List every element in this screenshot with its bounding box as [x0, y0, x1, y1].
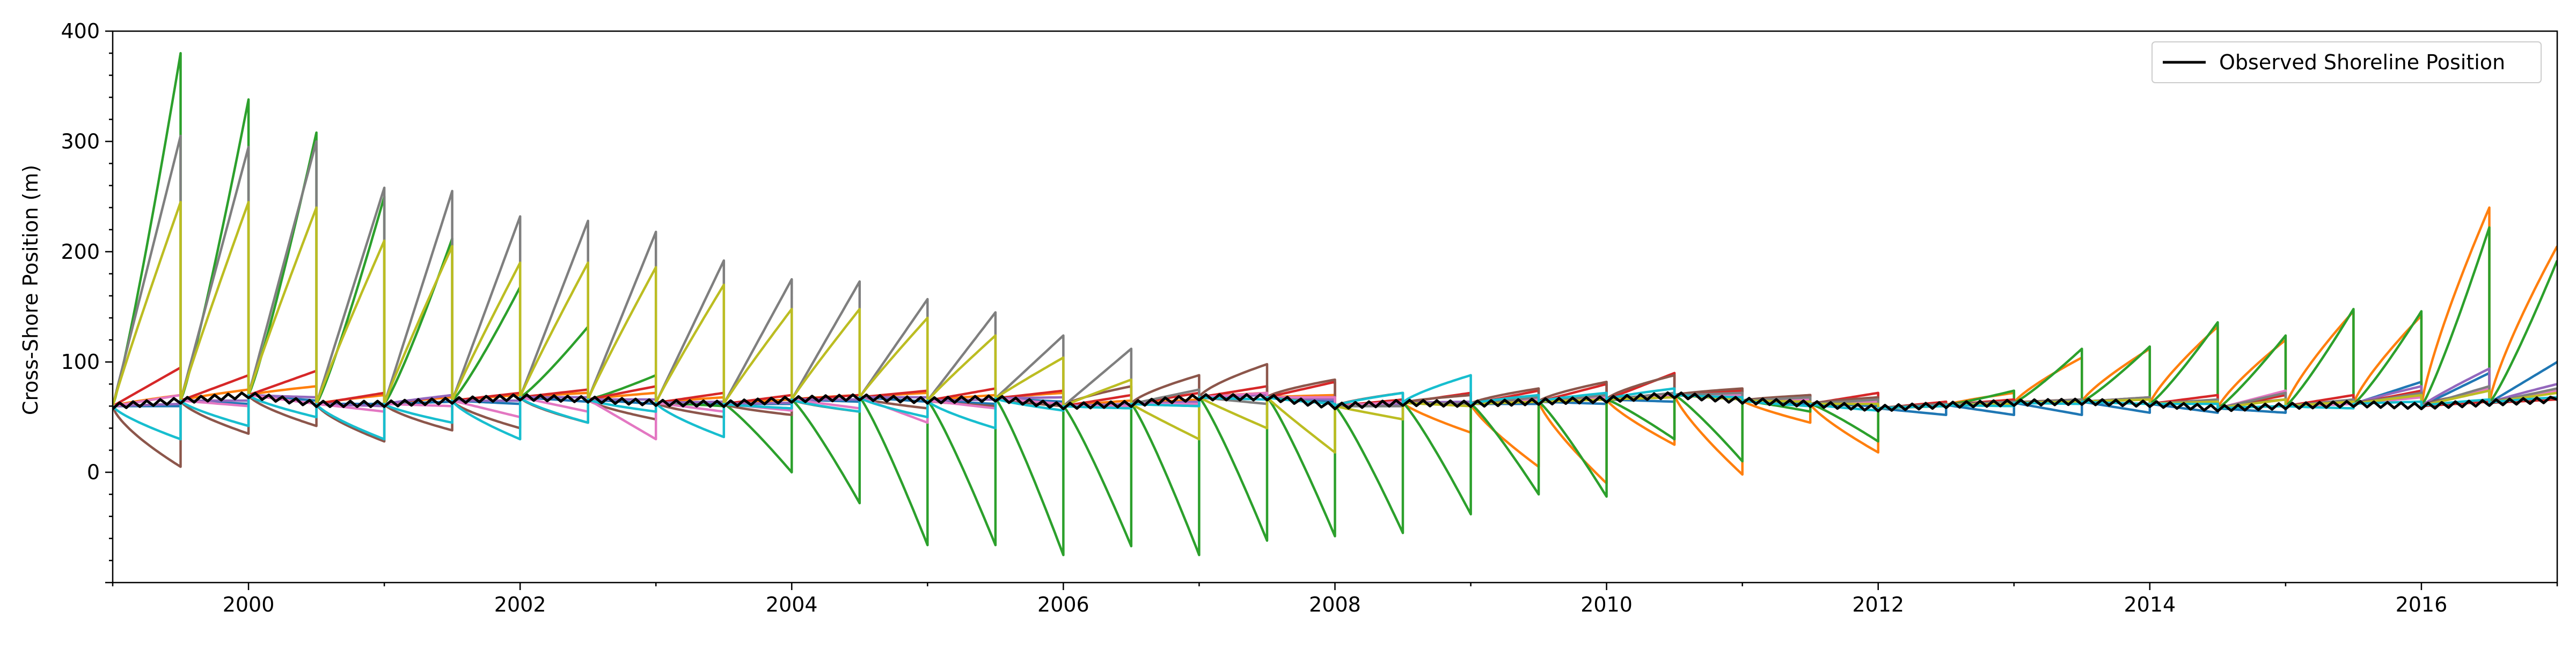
y-tick-label: 300 — [61, 129, 100, 153]
forecast-series-7 — [113, 134, 2557, 410]
legend-label-observed: Observed Shoreline Position — [2219, 50, 2505, 74]
axes-layer: 0 100 200 300 400 2000 2002 2004 2006 2008 2010 201… — [61, 19, 2558, 616]
legend: Observed Shoreline Position — [2151, 41, 2542, 83]
series-layer — [113, 52, 2557, 556]
x-tick-label: 2004 — [766, 593, 818, 616]
forecast-series-8 — [113, 201, 2557, 454]
y-axis-label: Cross-Shore Position (m) — [19, 165, 42, 415]
x-tick-label: 2014 — [2124, 593, 2176, 616]
x-tick-label: 2012 — [1852, 593, 1904, 616]
x-tick-label: 2008 — [1309, 593, 1361, 616]
y-tick-label: 400 — [61, 19, 100, 43]
x-tick-label: 2006 — [1037, 593, 1089, 616]
x-tick-label: 2000 — [223, 593, 275, 616]
y-tick-label: 0 — [87, 461, 100, 484]
forecast-series-2 — [113, 52, 2557, 556]
legend-frame — [2151, 41, 2542, 83]
x-tick-label: 2016 — [2396, 593, 2448, 616]
y-tick-label: 100 — [61, 350, 100, 374]
y-tick-label: 200 — [61, 240, 100, 264]
observed-series — [113, 391, 2557, 413]
x-tick-label: 2010 — [1580, 593, 1633, 616]
x-tick-label: 2002 — [494, 593, 546, 616]
